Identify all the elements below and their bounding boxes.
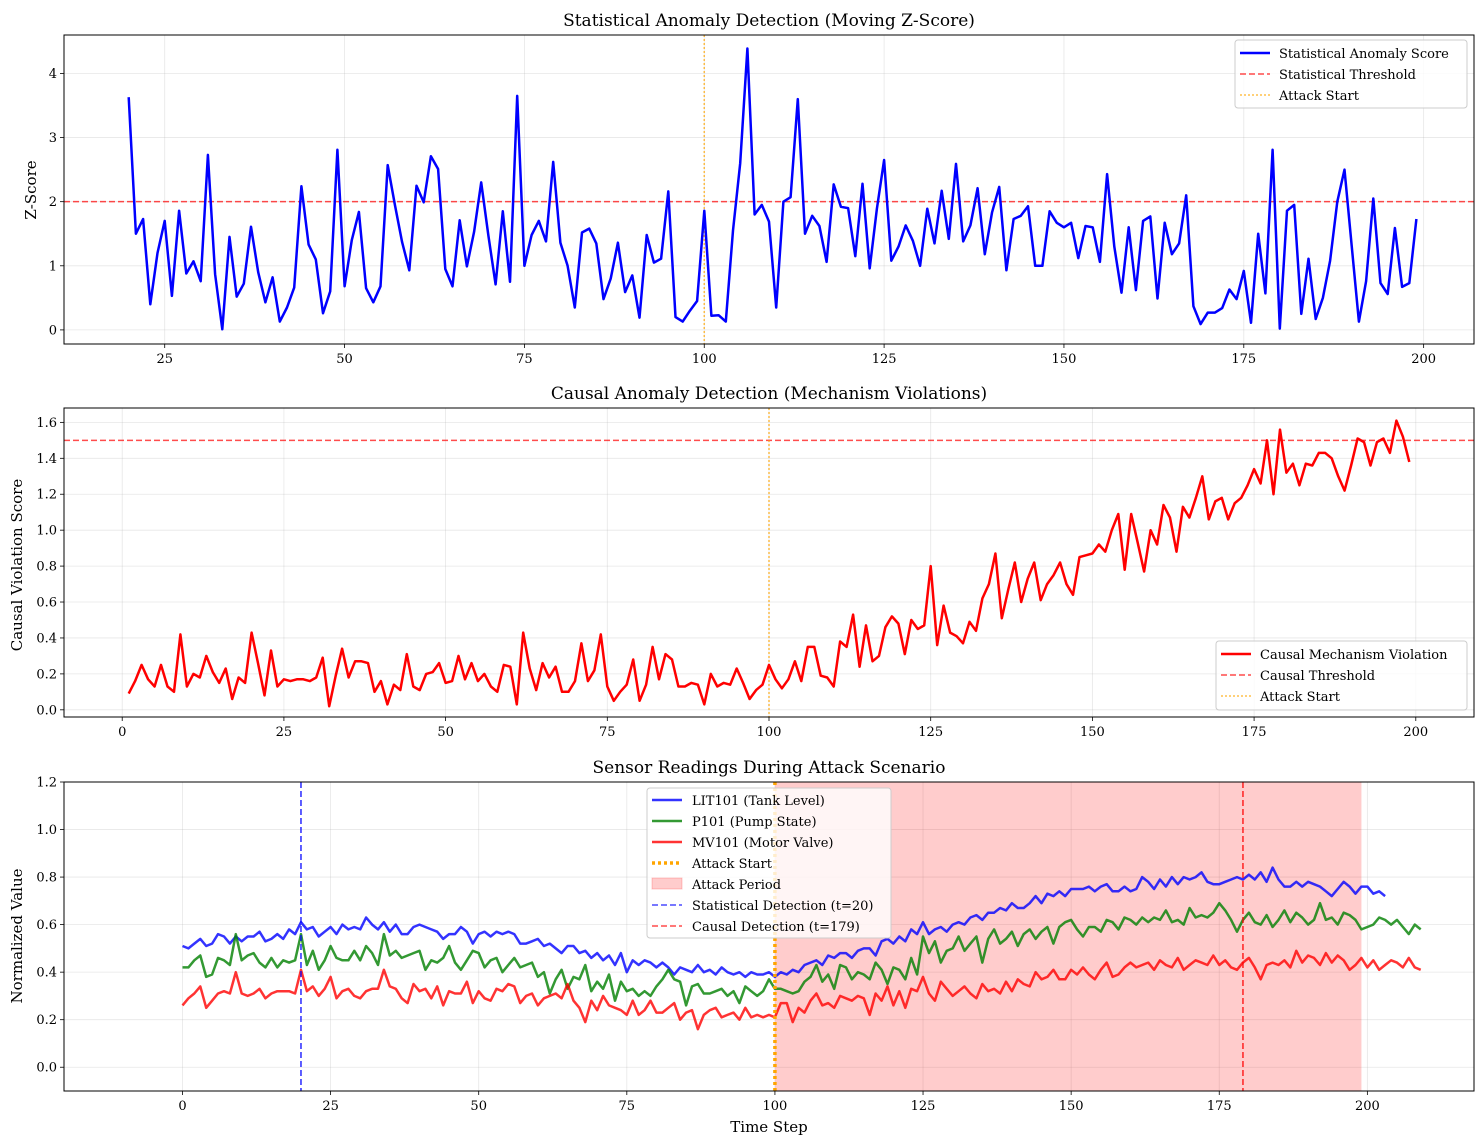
y-tick-label: 1 bbox=[49, 259, 57, 274]
x-tick-label: 150 bbox=[1052, 352, 1077, 367]
chart-title: Sensor Readings During Attack Scenario bbox=[593, 758, 946, 778]
plot-frame bbox=[63, 34, 1475, 345]
x-tick-label: 50 bbox=[336, 352, 353, 367]
legend: Statistical Anomaly Score Statistical Th… bbox=[1234, 39, 1468, 109]
x-axis-label: Time Step bbox=[730, 1118, 807, 1136]
y-tick-label: 3 bbox=[49, 131, 57, 146]
legend-label-attack: Attack Start bbox=[1259, 690, 1341, 705]
legend: Causal Mechanism Violation Causal Thresh… bbox=[1215, 640, 1468, 711]
y-tick-label: 1.0 bbox=[36, 823, 57, 838]
y-tick-label: 0.0 bbox=[36, 703, 57, 718]
y-tick-label: 1.0 bbox=[36, 524, 57, 539]
x-tick-label: 200 bbox=[1403, 725, 1428, 740]
x-tick-label: 125 bbox=[918, 725, 943, 740]
y-tick-label: 1.2 bbox=[36, 776, 57, 791]
panel-sensors: Sensor Readings During Attack Scenario 0… bbox=[8, 758, 1475, 1136]
x-tick-label: 125 bbox=[872, 352, 897, 367]
x-tick-label: 0 bbox=[118, 725, 126, 740]
x-tick-label: 50 bbox=[470, 1099, 487, 1114]
panel-statistical: Statistical Anomaly Detection (Moving Z-… bbox=[22, 11, 1475, 367]
legend-label-causal-detection: Causal Detection (t=179) bbox=[692, 920, 860, 935]
legend-label-stat-detection: Statistical Detection (t=20) bbox=[692, 899, 873, 914]
y-tick-label: 0.8 bbox=[36, 560, 57, 575]
x-tick-label: 150 bbox=[1059, 1099, 1084, 1114]
x-tick-label: 175 bbox=[1231, 352, 1256, 367]
y-tick-label: 1.4 bbox=[36, 452, 57, 467]
x-tick-label: 200 bbox=[1355, 1099, 1380, 1114]
legend-label-threshold: Causal Threshold bbox=[1260, 669, 1375, 684]
series-line-lit101-tank-level bbox=[182, 866, 1386, 979]
plot-frame bbox=[63, 781, 1475, 1092]
y-axis-label: Normalized Value bbox=[8, 868, 26, 1003]
series-line-p101-pump-state bbox=[182, 901, 1422, 1007]
legend-label-attack-start: Attack Start bbox=[691, 857, 773, 872]
legend-label-p101: P101 (Pump State) bbox=[692, 815, 817, 830]
y-tick-label: 0.6 bbox=[36, 596, 57, 611]
x-tick-label: 100 bbox=[692, 352, 717, 367]
x-tick-label: 25 bbox=[322, 1099, 339, 1114]
x-tick-label: 25 bbox=[156, 352, 173, 367]
x-tick-label: 50 bbox=[437, 725, 454, 740]
y-tick-label: 0.4 bbox=[36, 631, 57, 646]
x-tick-label: 25 bbox=[276, 725, 293, 740]
y-tick-label: 0.0 bbox=[36, 1061, 57, 1076]
x-tick-label: 200 bbox=[1411, 352, 1436, 367]
x-tick-label: 0 bbox=[178, 1099, 186, 1114]
y-tick-label: 0 bbox=[49, 323, 57, 338]
y-tick-label: 4 bbox=[49, 67, 57, 82]
series-line-statistical-anomaly-score bbox=[127, 47, 1418, 331]
y-tick-label: 0.2 bbox=[36, 667, 57, 682]
legend: LIT101 (Tank Level) P101 (Pump State) MV… bbox=[646, 787, 892, 939]
y-tick-label: 0.2 bbox=[36, 1013, 57, 1028]
y-tick-label: 0.4 bbox=[36, 966, 57, 981]
y-axis-label: Causal Violation Score bbox=[8, 479, 26, 652]
chart-title: Causal Anomaly Detection (Mechanism Viol… bbox=[551, 384, 987, 404]
legend-label-threshold: Statistical Threshold bbox=[1279, 68, 1416, 83]
legend-label-score: Statistical Anomaly Score bbox=[1279, 47, 1449, 62]
y-tick-label: 0.8 bbox=[36, 871, 57, 886]
x-tick-label: 75 bbox=[516, 352, 533, 367]
x-tick-label: 75 bbox=[599, 725, 616, 740]
legend-label-attack-period: Attack Period bbox=[691, 878, 781, 893]
x-tick-label: 75 bbox=[619, 1099, 636, 1114]
legend-label-attack: Attack Start bbox=[1278, 89, 1360, 104]
x-tick-label: 175 bbox=[1242, 725, 1267, 740]
x-tick-label: 150 bbox=[1080, 725, 1105, 740]
x-tick-label: 175 bbox=[1207, 1099, 1232, 1114]
y-axis-label: Z-Score bbox=[22, 160, 40, 219]
x-tick-label: 100 bbox=[757, 725, 782, 740]
x-tick-label: 100 bbox=[763, 1099, 788, 1114]
legend-label-mv101: MV101 (Motor Valve) bbox=[692, 836, 833, 851]
chart-title: Statistical Anomaly Detection (Moving Z-… bbox=[563, 11, 975, 31]
y-tick-label: 2 bbox=[49, 195, 57, 210]
panel-causal: Causal Anomaly Detection (Mechanism Viol… bbox=[8, 384, 1475, 740]
y-tick-label: 1.2 bbox=[36, 488, 57, 503]
legend-label-lit101: LIT101 (Tank Level) bbox=[692, 794, 825, 809]
y-tick-label: 1.6 bbox=[36, 416, 57, 431]
legend-label-violation: Causal Mechanism Violation bbox=[1260, 648, 1448, 663]
legend-swatch-attack-period bbox=[651, 877, 683, 890]
x-tick-label: 125 bbox=[911, 1099, 936, 1114]
y-tick-label: 0.6 bbox=[36, 918, 57, 933]
series-line-causal-mechanism-violation bbox=[127, 419, 1411, 708]
series-line-mv101-motor-valve bbox=[181, 949, 1422, 1031]
